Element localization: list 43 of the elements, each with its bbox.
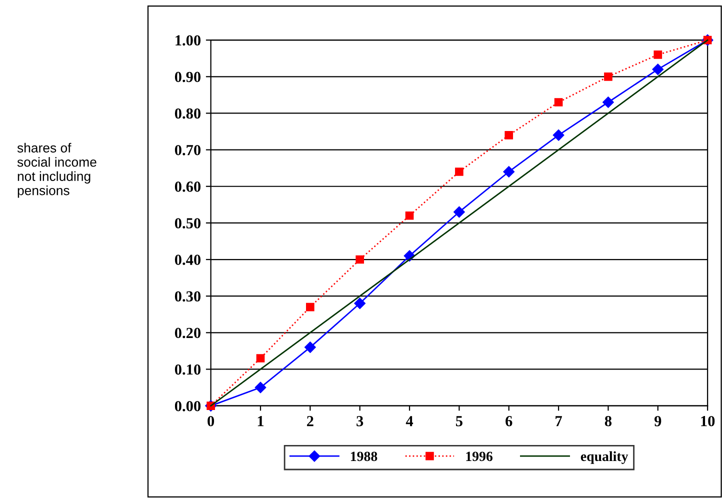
y-tick-label: 0.00 bbox=[174, 400, 201, 412]
legend-label: equality bbox=[580, 451, 628, 464]
point bbox=[455, 168, 464, 176]
x-tick-label: 5 bbox=[456, 416, 462, 426]
point bbox=[652, 64, 664, 75]
y-tick-label: 0.90 bbox=[174, 72, 201, 82]
y-tick-label: 0.10 bbox=[174, 364, 201, 375]
legend-label: 1996 bbox=[466, 452, 493, 462]
point bbox=[602, 96, 614, 108]
x-tick-label: 7 bbox=[556, 416, 562, 426]
point bbox=[354, 298, 366, 310]
x-tick-label: 3 bbox=[356, 416, 364, 426]
x-tick-label: 6 bbox=[506, 416, 512, 426]
point bbox=[604, 72, 612, 81]
point bbox=[554, 98, 563, 106]
point bbox=[254, 382, 266, 394]
legend-label: 1988 bbox=[350, 452, 378, 462]
y-tick-label: 0.40 bbox=[174, 254, 201, 266]
y-tick-label: 0.80 bbox=[174, 108, 201, 119]
x-tick-label: 9 bbox=[654, 416, 662, 426]
point bbox=[503, 166, 514, 178]
x-tick-label: 8 bbox=[604, 416, 612, 426]
text: shares of social income not including pensions bbox=[17, 142, 96, 198]
y-tick-label: 0.70 bbox=[174, 144, 201, 156]
x-tick-label: 1 bbox=[258, 416, 264, 426]
y-tick-label: 0.20 bbox=[174, 328, 201, 338]
x-tick-label: 10 bbox=[701, 416, 715, 426]
point bbox=[306, 302, 314, 312]
y-tick-label: 0.50 bbox=[174, 218, 201, 228]
y-tick-label: 0.30 bbox=[174, 291, 201, 302]
point bbox=[504, 131, 514, 140]
point bbox=[454, 206, 465, 218]
point bbox=[256, 354, 265, 362]
point bbox=[405, 211, 414, 220]
y-tick-label: 0.60 bbox=[174, 182, 201, 192]
point bbox=[654, 50, 662, 59]
x-tick-label: 2 bbox=[306, 416, 314, 426]
point bbox=[356, 255, 364, 264]
x-tick-label: 4 bbox=[406, 416, 414, 426]
x-tick-label: 0 bbox=[208, 416, 214, 426]
y-tick-label: 1.00 bbox=[176, 35, 201, 46]
point bbox=[304, 342, 316, 353]
point bbox=[552, 130, 564, 141]
